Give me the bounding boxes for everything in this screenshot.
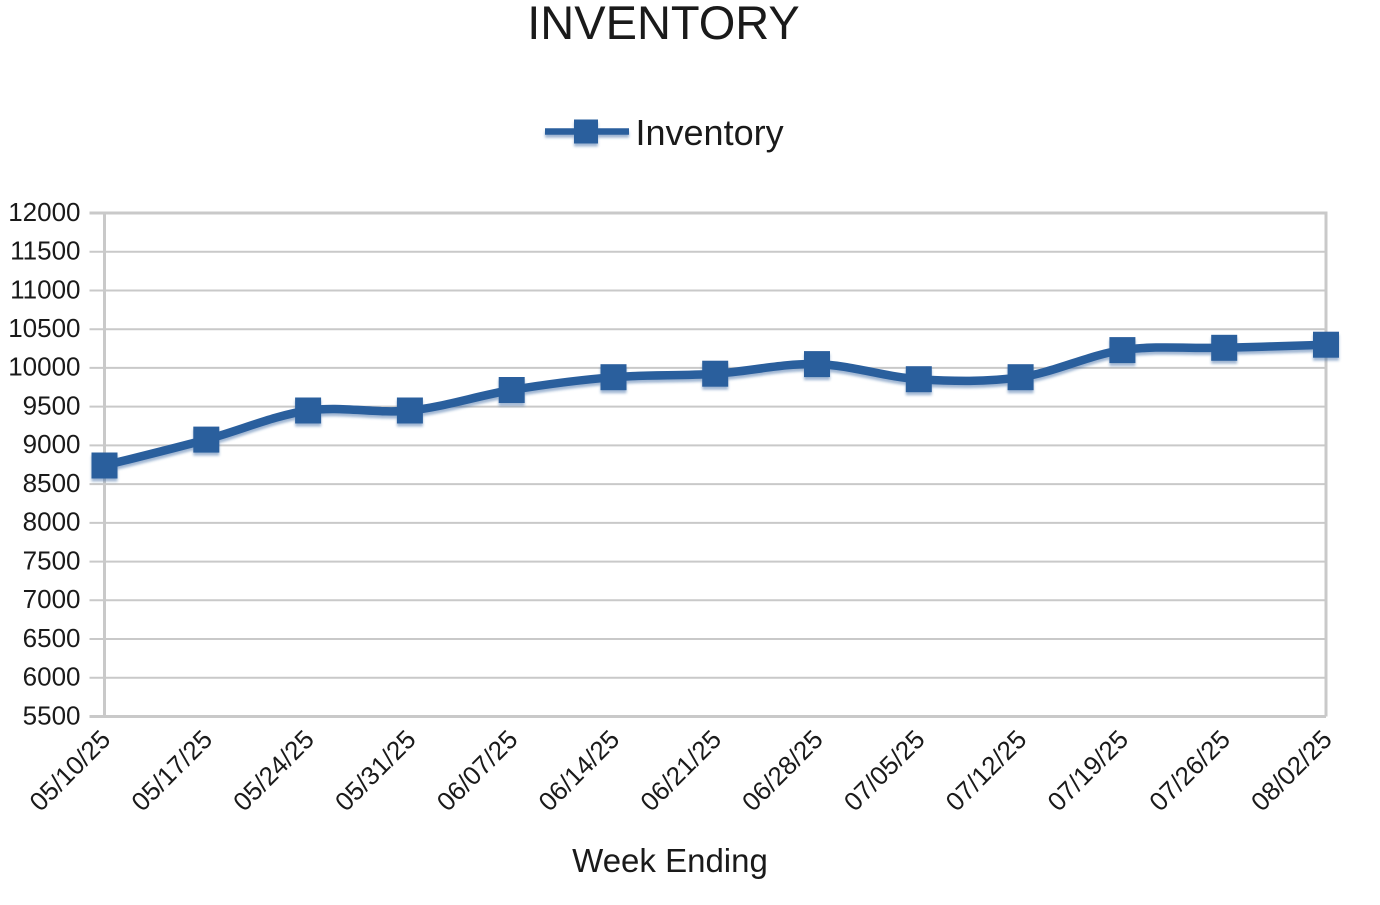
svg-text:6500: 6500 bbox=[23, 623, 81, 653]
svg-text:7500: 7500 bbox=[23, 545, 81, 575]
svg-text:7000: 7000 bbox=[23, 584, 81, 614]
svg-text:9500: 9500 bbox=[23, 391, 81, 421]
svg-text:11500: 11500 bbox=[10, 236, 80, 266]
svg-text:10000: 10000 bbox=[8, 352, 80, 382]
svg-text:10500: 10500 bbox=[8, 313, 80, 343]
svg-text:8000: 8000 bbox=[23, 507, 81, 537]
svg-text:8500: 8500 bbox=[23, 468, 81, 498]
svg-text:Week Ending: Week Ending bbox=[572, 842, 768, 879]
svg-text:Inventory: Inventory bbox=[636, 112, 784, 153]
svg-text:5500: 5500 bbox=[23, 700, 81, 730]
svg-text:12000: 12000 bbox=[8, 197, 80, 227]
svg-text:6000: 6000 bbox=[23, 662, 81, 692]
svg-text:INVENTORY: INVENTORY bbox=[527, 0, 800, 49]
svg-text:9000: 9000 bbox=[23, 429, 81, 459]
svg-text:11000: 11000 bbox=[10, 274, 80, 304]
